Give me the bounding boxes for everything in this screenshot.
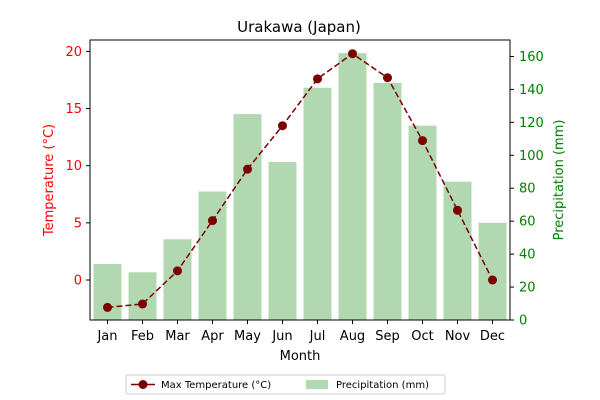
right-y-tick-label: 60 <box>519 215 536 230</box>
x-tick-label: Jan <box>96 329 117 344</box>
left-y-tick-label: 15 <box>65 102 82 117</box>
temperature-point <box>453 205 462 215</box>
precipitation-bar <box>268 161 297 320</box>
legend-precipitation-label: Precipitation (mm) <box>336 380 429 391</box>
plot-frame <box>89 39 511 321</box>
legend-bar-swatch <box>306 380 328 389</box>
temperature-point <box>138 299 147 309</box>
x-tick-label: Aug <box>340 329 365 344</box>
temperature-point <box>418 136 427 146</box>
x-tick-label: Oct <box>411 329 433 344</box>
temperature-point <box>313 74 322 84</box>
x-tick-label: Feb <box>131 329 154 344</box>
temperature-point <box>488 275 497 285</box>
x-tick-label: May <box>234 329 261 344</box>
temperature-point <box>208 216 217 226</box>
right-y-tick-label: 160 <box>519 50 544 65</box>
x-tick-label: Jul <box>309 329 326 344</box>
right-y-tick-label: 100 <box>519 149 544 164</box>
left-y-axis: 0 5 10 15 20 <box>65 45 90 289</box>
right-y-axis-label: Precipitation (mm) <box>552 120 567 241</box>
temperature-point <box>348 49 357 59</box>
temperature-point <box>383 73 392 83</box>
right-y-tick-label: 0 <box>519 314 527 329</box>
legend-temperature-label: Max Temperature (°C) <box>161 380 271 391</box>
temperature-point <box>173 266 182 276</box>
x-tick-label: Jun <box>271 329 292 344</box>
temperature-series-line <box>107 52 494 309</box>
x-tick-label: Dec <box>480 329 505 344</box>
left-y-tick-label: 10 <box>65 159 82 174</box>
x-tick-label: Mar <box>165 329 190 344</box>
precipitation-bar <box>373 82 402 320</box>
right-y-tick-label: 120 <box>519 116 544 131</box>
x-tick-label: Apr <box>201 329 224 344</box>
precipitation-bar <box>443 181 472 320</box>
precipitation-bar <box>233 114 262 320</box>
left-y-axis-label: Temperature (°C) <box>42 124 57 237</box>
x-tick-label: Nov <box>445 329 471 344</box>
right-y-tick-label: 40 <box>519 248 536 263</box>
precipitation-bar <box>408 125 437 320</box>
legend-line-marker <box>138 380 148 389</box>
temperature-point <box>243 164 252 174</box>
right-y-tick-label: 20 <box>519 281 536 296</box>
right-y-axis: 0 20 40 60 80 100 120 140 160 <box>510 50 544 329</box>
left-y-tick-label: 20 <box>65 45 82 60</box>
precipitation-bar <box>128 272 157 320</box>
precipitation-bar <box>303 87 332 320</box>
temperature-line <box>103 49 497 312</box>
precipitation-bars <box>93 53 507 320</box>
left-y-tick-label: 0 <box>74 274 82 289</box>
x-axis-label: Month <box>280 349 321 364</box>
x-tick-label: Sep <box>375 329 400 344</box>
left-y-tick-label: 5 <box>74 216 82 231</box>
precipitation-bar <box>198 191 227 320</box>
legend-frame <box>125 374 446 395</box>
precipitation-bar <box>338 53 367 320</box>
precipitation-bar <box>478 222 507 320</box>
x-axis: Jan Feb Mar Apr May Jun Jul Aug Sep Oct Nov Dec <box>96 320 505 344</box>
chart-title: Urakawa (Japan) <box>237 18 361 36</box>
right-y-tick-label: 140 <box>519 83 544 98</box>
right-y-tick-label: 80 <box>519 182 536 197</box>
temperature-point <box>278 121 287 131</box>
temperature-point <box>103 302 112 312</box>
precipitation-bar <box>163 239 192 320</box>
legend: Max Temperature (°C) Precipitation (mm) <box>125 374 446 395</box>
